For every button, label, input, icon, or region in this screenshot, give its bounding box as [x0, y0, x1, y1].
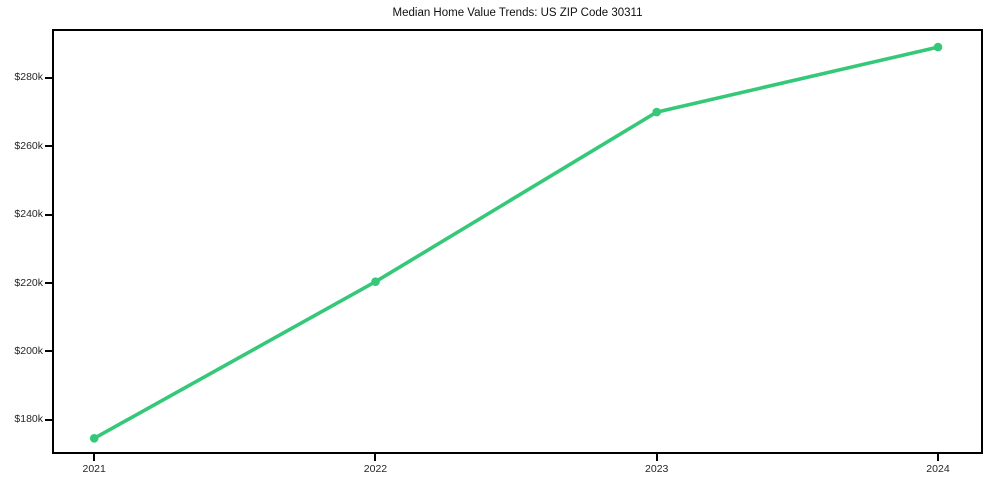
x-tick-label: 2021: [82, 463, 106, 475]
data-point-marker-2021: [89, 434, 99, 443]
y-tick-mark: [45, 76, 52, 79]
y-tick-label: $280k: [14, 71, 43, 84]
chart-title: Median Home Value Trends: US ZIP Code 30…: [392, 7, 643, 19]
y-tick-mark: [45, 145, 52, 148]
x-tick-label: 2022: [363, 463, 388, 475]
y-tick-label: $260k: [14, 139, 43, 152]
y-tick-label: $200k: [14, 344, 43, 357]
y-tick-mark: [45, 350, 52, 353]
x-tick-mark: [374, 454, 377, 461]
line-chart-canvas: [89, 42, 943, 443]
x-tick-mark: [93, 454, 96, 461]
y-tick-label: $240k: [14, 208, 43, 221]
data-point-marker-2024: [933, 42, 943, 52]
y-tick-label: $180k: [14, 413, 43, 426]
y-tick-label: $220k: [14, 276, 43, 289]
plot-area: [52, 29, 983, 454]
trend-line: [92, 45, 940, 441]
x-tick-label: 2024: [926, 463, 950, 475]
y-tick-mark: [45, 418, 52, 421]
x-tick-mark: [655, 454, 658, 461]
y-tick-mark: [45, 213, 52, 216]
x-tick-label: 2023: [645, 463, 669, 475]
x-tick-mark: [936, 454, 939, 461]
y-tick-mark: [45, 282, 52, 285]
data-point-marker-2023: [652, 107, 661, 117]
data-point-marker-2022: [371, 277, 380, 286]
